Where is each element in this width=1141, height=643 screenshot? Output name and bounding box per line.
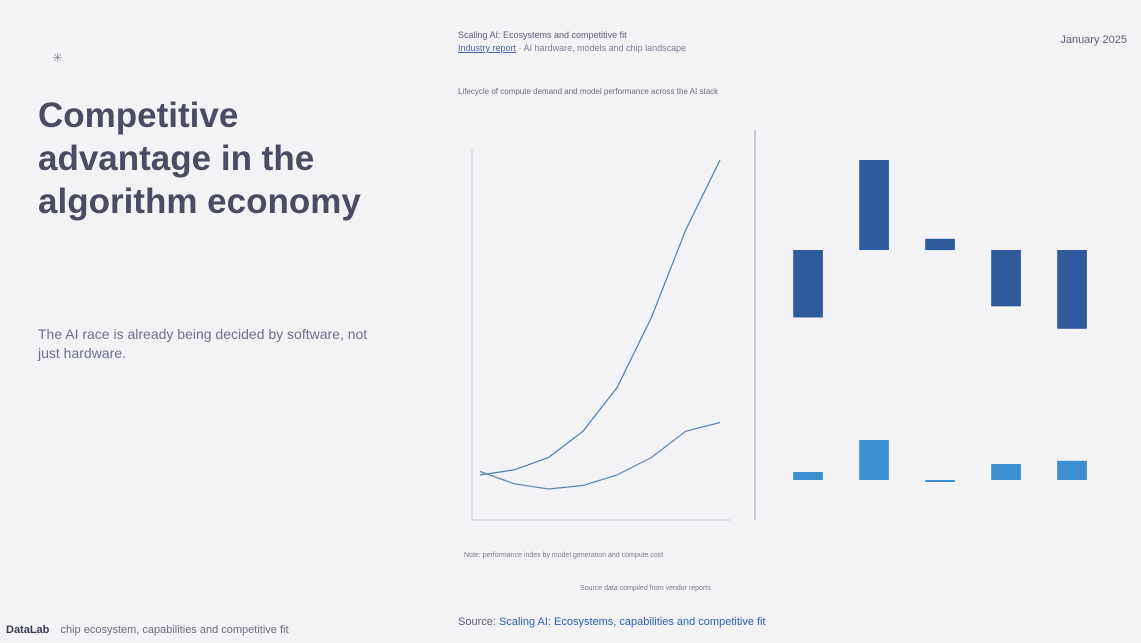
bar: [859, 440, 889, 480]
publication-title: Scaling AI: Ecosystems and competitive f…: [458, 30, 627, 40]
publication-date: January 2025: [1060, 34, 1127, 46]
source-line: Source: Scaling AI: Ecosystems, capabili…: [458, 616, 766, 628]
bar: [1057, 250, 1087, 329]
source-label: Source:: [458, 616, 496, 628]
publication-link[interactable]: Industry report: [458, 43, 517, 53]
figure-svg: [471, 130, 1087, 521]
subtitle: The AI race is already being decided by …: [38, 326, 368, 361]
bar: [991, 250, 1021, 307]
footer-note: chip ecosystem, capabilities and competi…: [60, 624, 289, 636]
chart-note: Note: performance index by model generat…: [464, 552, 664, 559]
title-line: algorithm economy: [38, 182, 361, 221]
bar-chart-top: [793, 160, 1087, 329]
bar: [991, 464, 1021, 480]
source-link[interactable]: Scaling AI: Ecosystems, capabilities and…: [498, 616, 766, 628]
series-line: [479, 159, 721, 476]
brand-label: DataLab: [6, 624, 50, 636]
publication-subtitle: Industry report · AI hardware, models an…: [458, 43, 686, 53]
bar: [1057, 460, 1087, 480]
chart-note-secondary: Source data compiled from vendor reports: [580, 585, 711, 592]
footer: DataLab chip ecosystem, capabilities and…: [6, 624, 289, 636]
bar: [925, 480, 955, 482]
series-line: [479, 421, 721, 490]
figure-caption: Lifecycle of compute demand and model pe…: [458, 87, 719, 96]
bar-chart-bottom: [793, 440, 1087, 482]
left-panel: ✳ Competitive advantage in the algorithm…: [0, 0, 440, 643]
bar: [793, 250, 823, 318]
page-title: Competitive advantage in the algorithm e…: [38, 94, 418, 223]
spark-icon: ✳: [52, 50, 63, 65]
title-line: advantage in the: [38, 139, 315, 178]
figure-panel: Scaling AI: Ecosystems and competitive f…: [450, 0, 1141, 643]
publication-sub-text: · AI hardware, models and chip landscape: [518, 43, 687, 53]
title-line: Competitive: [38, 96, 239, 135]
bar: [793, 472, 823, 480]
bar: [859, 160, 889, 250]
line-chart: [471, 150, 730, 521]
bar: [925, 238, 955, 251]
